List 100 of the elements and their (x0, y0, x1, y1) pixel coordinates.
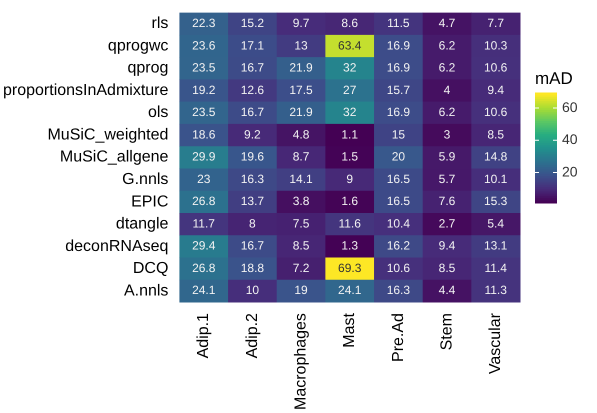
y-tick-label: MuSiC_allgene (60, 148, 169, 166)
y-tick-label: DCQ (132, 260, 168, 278)
data-label: 12.6 (240, 82, 264, 97)
data-label: 6.2 (438, 38, 456, 52)
data-label: 16.2 (386, 238, 410, 253)
data-label: 14.8 (484, 150, 508, 164)
data-label: 8.5 (487, 127, 504, 142)
data-label: 1.6 (341, 194, 358, 208)
color-bar-label: 60 (562, 98, 578, 115)
data-label: 9.4 (487, 82, 504, 97)
y-tick-label: EPIC (131, 193, 168, 210)
data-label: 32 (343, 60, 357, 75)
data-label: 1.5 (341, 150, 358, 164)
data-label: 17.5 (289, 82, 314, 97)
data-label: 4.8 (292, 127, 310, 142)
data-label: 10.3 (484, 38, 508, 52)
data-label: 16.5 (386, 194, 410, 208)
data-label: 2.7 (438, 216, 456, 230)
data-label: 1.1 (341, 127, 358, 142)
data-label: 24.1 (192, 283, 216, 298)
y-tick-label: ols (148, 104, 168, 122)
data-label: 13.1 (484, 238, 508, 253)
data-label: 16.9 (386, 60, 410, 75)
y-tick-label: deconRNAseq (65, 238, 168, 255)
data-label: 8.5 (438, 260, 456, 275)
data-label: 16.9 (386, 38, 410, 52)
data-label: 3.8 (292, 194, 310, 208)
data-label: 6.2 (438, 60, 456, 75)
data-label: 19 (294, 283, 308, 298)
data-label: 16.9 (386, 105, 410, 120)
data-label: 5.9 (438, 150, 456, 164)
data-label: 69.3 (338, 260, 362, 275)
y-tick-label: proportionsInAdmixture (2, 82, 169, 99)
data-label: 19.2 (192, 82, 216, 97)
data-label: 27 (343, 82, 357, 97)
data-label: 22.3 (192, 16, 216, 30)
color-bar-label: 40 (562, 131, 578, 148)
data-label: 10.6 (484, 105, 508, 120)
data-label: 7.2 (292, 260, 310, 275)
y-tick-label: MuSiC_weighted (47, 126, 168, 144)
data-label: 1.3 (341, 238, 358, 253)
data-label: 11.5 (387, 16, 410, 30)
data-label: 16.3 (240, 172, 264, 186)
data-label: 7.5 (292, 216, 310, 230)
data-label: 16.7 (240, 238, 264, 253)
data-label: 26.8 (192, 194, 216, 208)
data-label: 32 (343, 105, 357, 120)
data-label: 18.6 (192, 127, 216, 142)
x-tick-label: Macrophages (292, 313, 310, 410)
data-label: 26.8 (192, 260, 216, 275)
data-label: 9.7 (292, 16, 310, 30)
data-label: 19.6 (240, 150, 264, 164)
data-label: 11.4 (484, 260, 508, 275)
x-tick-label: Pre.Ad (390, 313, 407, 362)
data-label: 15.2 (240, 16, 264, 30)
x-tick-label: Stem (438, 313, 456, 350)
data-label: 11.7 (192, 216, 216, 230)
data-label: 5.4 (487, 216, 504, 230)
data-label: 13.7 (240, 194, 264, 208)
y-tick-label: rls (152, 15, 168, 32)
data-label: 13 (294, 38, 308, 52)
data-label: 10.6 (386, 260, 410, 275)
data-label: 63.4 (338, 38, 362, 52)
data-label: 8 (249, 216, 256, 230)
data-label: 4.7 (438, 16, 456, 30)
data-label: 8.6 (341, 16, 358, 30)
data-label: 9 (346, 172, 354, 186)
data-label: 10 (246, 283, 260, 298)
data-label: 23.6 (192, 38, 216, 52)
data-label: 23.5 (192, 105, 216, 120)
data-label: 9.4 (438, 238, 456, 253)
data-label: 18.8 (240, 260, 264, 275)
color-bar-label: 20 (562, 163, 578, 180)
legend-title: mAD (535, 69, 573, 88)
data-label: 7.6 (438, 194, 456, 208)
data-label: 6.2 (438, 105, 456, 120)
data-label: 10.1 (484, 172, 508, 186)
data-label: 23.5 (192, 60, 216, 75)
data-label: 14.1 (289, 172, 314, 186)
data-label: 23 (197, 172, 211, 186)
data-label: 29.4 (192, 238, 216, 253)
data-label: 16.7 (240, 105, 264, 120)
y-tick-label: A.nnls (124, 282, 168, 300)
data-label: 10.4 (386, 216, 410, 230)
data-label: 16.7 (240, 60, 264, 75)
x-tick-label: Vascular (487, 312, 504, 374)
y-tick-label: G.nnls (122, 171, 168, 188)
data-label: 10.6 (484, 60, 508, 75)
data-label: 20 (392, 150, 406, 164)
data-label: 15 (392, 127, 406, 142)
data-label: 8.7 (292, 150, 310, 164)
data-label: 4 (444, 82, 451, 97)
data-label: 4.4 (438, 283, 456, 298)
data-label: 7.7 (487, 16, 504, 30)
y-tick-label: qprogwc (108, 37, 168, 54)
data-label: 9.2 (244, 127, 262, 142)
data-label: 24.1 (338, 283, 362, 298)
data-label: 8.5 (292, 238, 310, 253)
data-label: 3 (444, 127, 451, 142)
data-label: 5.7 (438, 172, 456, 186)
